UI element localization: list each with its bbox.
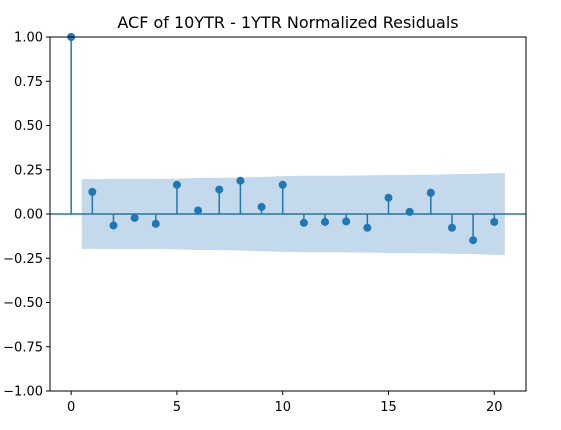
x-tick-label: 10 xyxy=(274,400,291,415)
stem-marker-lag-1 xyxy=(88,187,97,196)
stem-marker-lag-12 xyxy=(321,217,330,226)
tick-layer: −1.00 −0.75 −0.50 −0.25 0.00 0.25 0.50 0.75 1.00… xyxy=(3,31,502,416)
chart-title: ACF of 10YTR - 1YTR Normalized Residuals xyxy=(117,13,458,32)
stem-marker-lag-19 xyxy=(469,236,478,245)
y-tick-label: 0.50 xyxy=(14,119,43,134)
stem-marker-lag-13 xyxy=(342,217,351,226)
stem-marker-lag-10 xyxy=(278,180,287,189)
stem-marker-lag-18 xyxy=(447,223,456,232)
stem-marker-lag-15 xyxy=(384,193,393,202)
stem-marker-lag-17 xyxy=(426,188,435,197)
stem-marker-lag-5 xyxy=(172,180,181,189)
y-tick-label: 0.00 xyxy=(14,208,43,223)
stem-marker-lag-9 xyxy=(257,202,266,211)
y-tick-label: 1.00 xyxy=(14,31,43,46)
stem-marker-lag-11 xyxy=(299,218,308,227)
y-tick-label: 0.75 xyxy=(14,75,43,90)
stem-marker-lag-4 xyxy=(151,219,160,228)
stem-marker-lag-8 xyxy=(236,176,245,185)
stem-layer xyxy=(67,33,499,245)
stem-marker-lag-14 xyxy=(363,223,372,232)
stem-marker-lag-2 xyxy=(109,221,118,230)
y-tick-label: −0.50 xyxy=(3,296,43,311)
x-tick-label: 20 xyxy=(486,400,503,415)
y-tick-label: −0.25 xyxy=(3,252,43,267)
x-tick-label: 5 xyxy=(173,400,181,415)
y-tick-label: −0.75 xyxy=(3,340,43,355)
stem-marker-lag-7 xyxy=(215,185,224,194)
stem-marker-lag-16 xyxy=(405,207,414,216)
y-tick-label: 0.25 xyxy=(14,163,43,178)
stem-marker-lag-20 xyxy=(490,217,499,226)
stem-marker-lag-6 xyxy=(194,206,203,215)
y-tick-label: −1.00 xyxy=(3,385,43,400)
x-tick-label: 0 xyxy=(67,400,75,415)
x-tick-label: 15 xyxy=(380,400,397,415)
stem-marker-lag-3 xyxy=(130,213,139,222)
